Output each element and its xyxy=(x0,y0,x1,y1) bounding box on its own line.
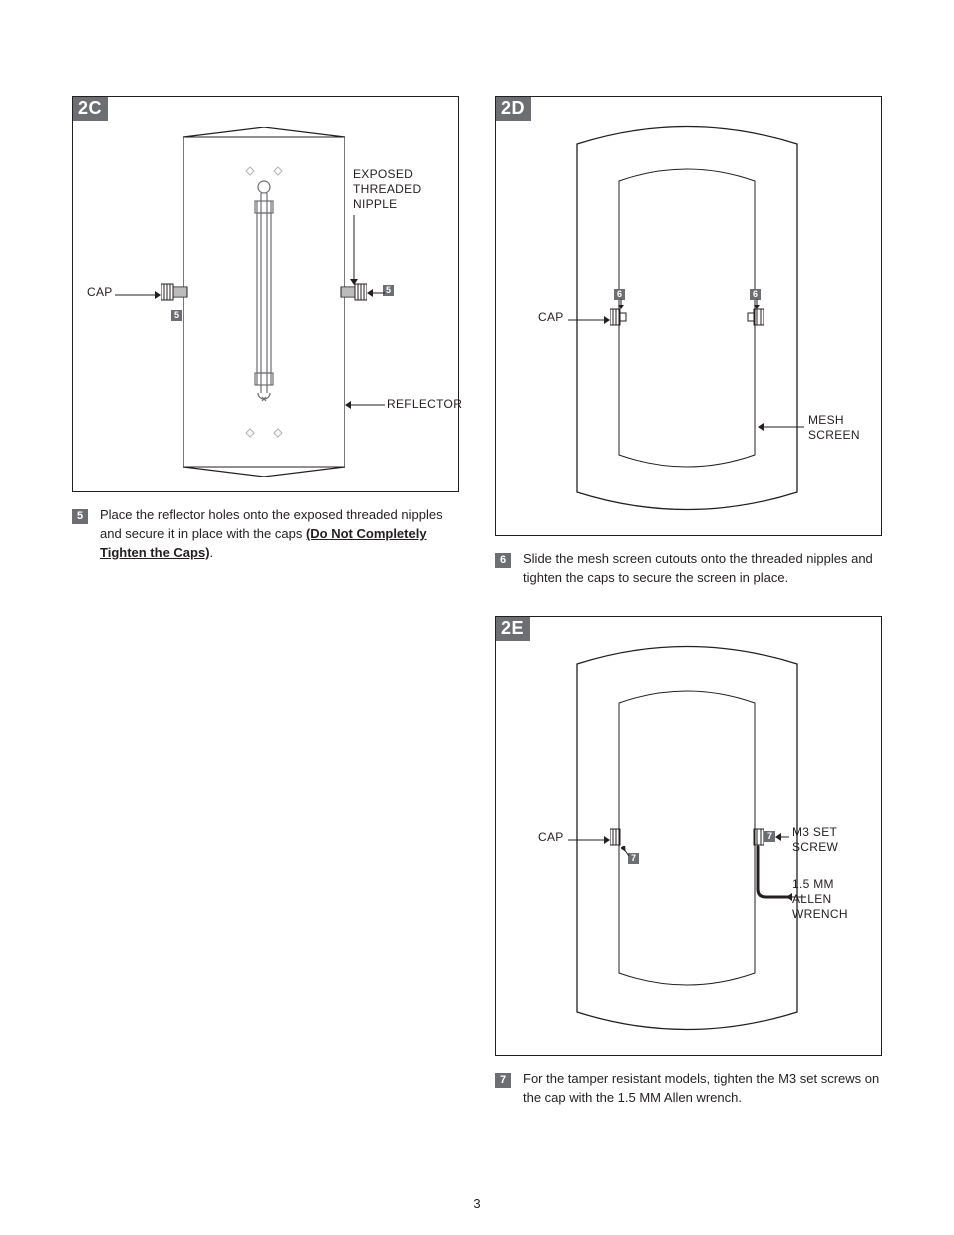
left-cap xyxy=(161,281,197,303)
figure-tag-2d: 2D xyxy=(496,97,531,121)
figure-2d: 2D CAP 6 6 MESH SCREEN xyxy=(495,96,882,536)
figure-2e: 2E CAP 7 7 M3 SET SCREW xyxy=(495,616,882,1056)
cap-right-2e xyxy=(748,827,764,847)
step-5: 5 Place the reflector holes onto the exp… xyxy=(72,506,459,563)
callout-5-left: 5 xyxy=(171,310,182,321)
label-cap-2d: CAP xyxy=(538,310,564,325)
figure-2c: 2C xyxy=(72,96,459,492)
label-allen: 1.5 MM ALLEN WRENCH xyxy=(792,877,862,922)
cap-left-2d xyxy=(610,307,628,327)
label-mesh: MESH SCREEN xyxy=(808,413,868,443)
arrow-mesh xyxy=(758,423,804,431)
callout-7-right: 7 xyxy=(764,831,775,842)
step-7-text: For the tamper resistant models, tighten… xyxy=(523,1070,880,1108)
figure-tag-2c: 2C xyxy=(73,97,108,121)
step-7-badge: 7 xyxy=(495,1073,511,1088)
page-number: 3 xyxy=(0,1196,954,1211)
step-7: 7 For the tamper resistant models, tight… xyxy=(495,1070,882,1108)
step-6: 6 Slide the mesh screen cutouts onto the… xyxy=(495,550,882,588)
inner-body-2e xyxy=(616,679,758,997)
label-m3: M3 SET SCREW xyxy=(792,825,854,855)
cap-right-2d xyxy=(746,307,764,327)
arrow-cap-2c xyxy=(115,291,161,299)
step-5-text: Place the reflector holes onto the expos… xyxy=(100,506,457,563)
arrow-reflector xyxy=(345,401,385,409)
step-5-badge: 5 xyxy=(72,509,88,524)
step-6-badge: 6 xyxy=(495,553,511,568)
figure-tag-2e: 2E xyxy=(496,617,530,641)
label-reflector: REFLECTOR xyxy=(387,397,462,412)
cap-left-2e xyxy=(610,827,626,847)
arrow-exposed xyxy=(348,215,360,285)
arrow-callout5 xyxy=(367,289,385,297)
label-exposed-nipple: EXPOSED THREADED NIPPLE xyxy=(353,167,433,212)
arrow-callout7l xyxy=(621,846,631,856)
arrow-m3 xyxy=(775,833,789,841)
label-cap-2e: CAP xyxy=(538,830,564,845)
mesh-screen xyxy=(616,157,758,479)
arrow-callout6r xyxy=(754,299,760,309)
reflector-outline xyxy=(183,127,345,477)
arrow-cap-2e xyxy=(568,836,610,844)
label-cap-2c: CAP xyxy=(87,285,113,300)
arrow-callout6l xyxy=(618,299,624,309)
arrow-cap-2d xyxy=(568,316,610,324)
step-6-text: Slide the mesh screen cutouts onto the t… xyxy=(523,550,880,588)
